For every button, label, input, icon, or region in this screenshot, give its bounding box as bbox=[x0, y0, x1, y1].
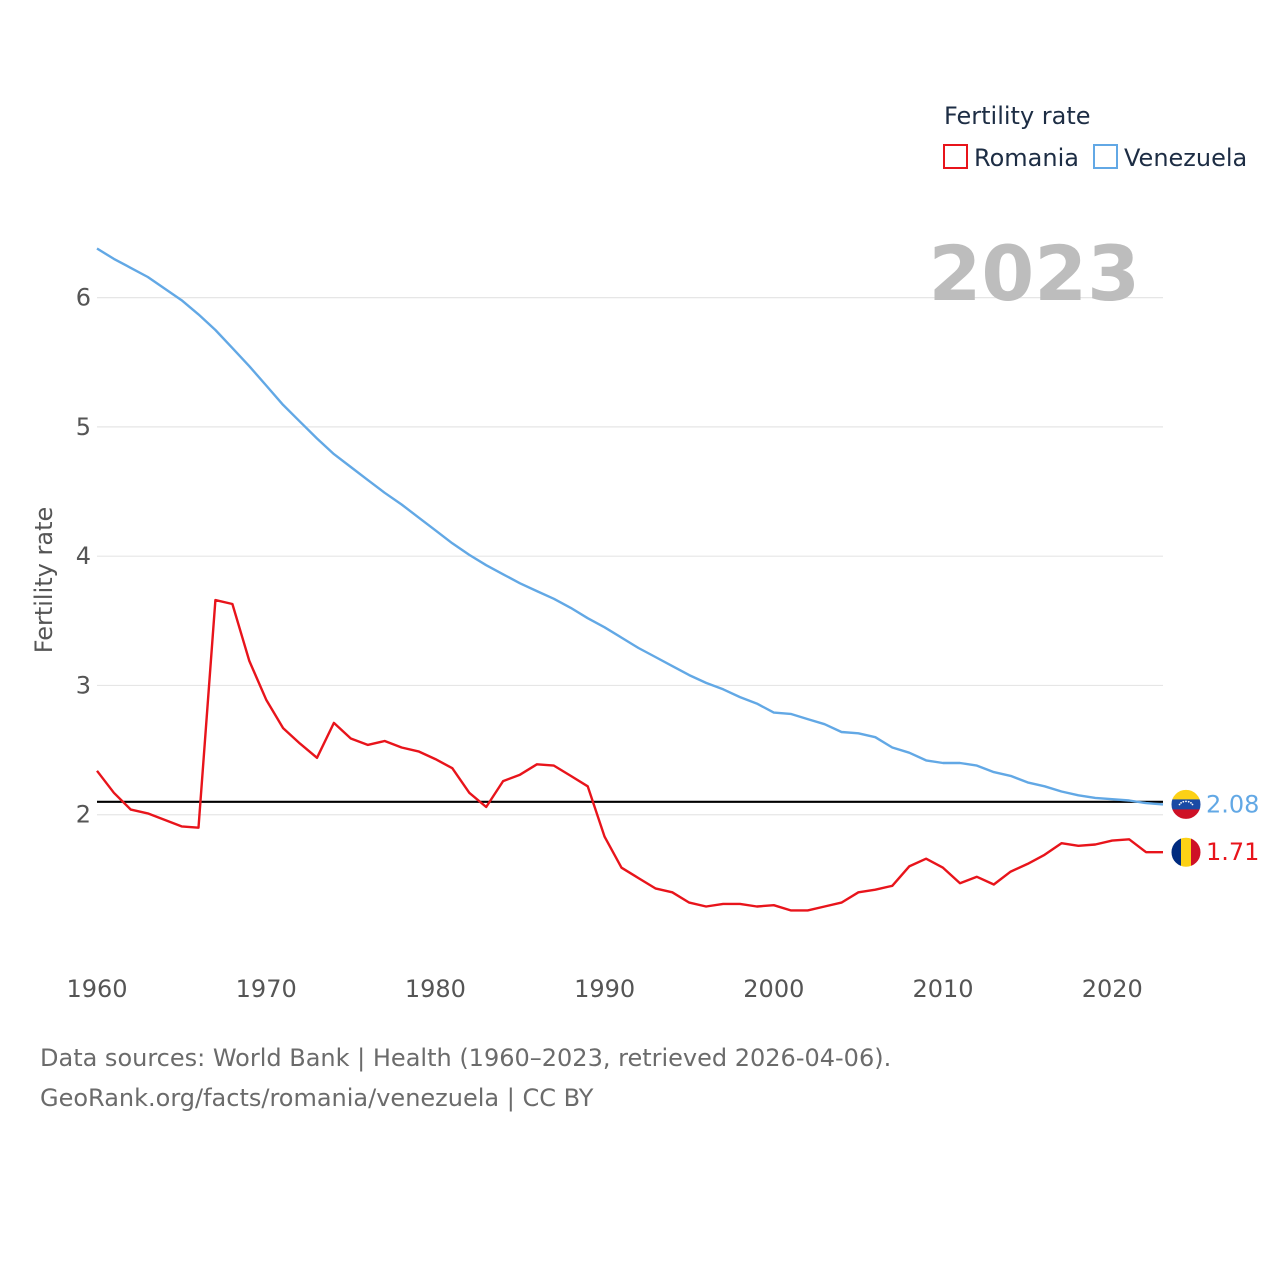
venezuela-flag-icon bbox=[1171, 789, 1201, 820]
romania-flag-icon bbox=[1171, 837, 1201, 868]
venezuela-end-value: 2.08 bbox=[1206, 790, 1259, 818]
y-axis-ticks: 2 3 4 5 6 bbox=[76, 284, 91, 829]
y-tick-label: 6 bbox=[76, 284, 91, 312]
data-sources-text: Data sources: World Bank | Health (1960–… bbox=[40, 1044, 892, 1072]
x-tick-label: 2000 bbox=[743, 975, 804, 1003]
legend-label-romania: Romania bbox=[974, 144, 1079, 172]
attribution-link[interactable]: GeoRank.org/facts/romania/venezuela | CC… bbox=[40, 1084, 594, 1112]
y-tick-label: 5 bbox=[76, 413, 91, 441]
y-tick-label: 3 bbox=[76, 671, 91, 699]
x-axis-ticks: 1960 1970 1980 1990 2000 2010 2020 bbox=[66, 975, 1142, 1003]
legend-item-venezuela[interactable]: Venezuela bbox=[1093, 144, 1247, 172]
legend-swatch-romania bbox=[943, 144, 968, 169]
y-tick-label: 4 bbox=[76, 542, 91, 570]
series-line-venezuela bbox=[96, 247, 1164, 806]
romania-end-value: 1.71 bbox=[1206, 838, 1259, 866]
legend-item-romania[interactable]: Romania bbox=[943, 144, 1079, 172]
series-line-romania bbox=[96, 598, 1163, 912]
x-tick-label: 2020 bbox=[1082, 975, 1143, 1003]
gridlines bbox=[97, 297, 1163, 816]
venezuela-flag-ring bbox=[1170, 788, 1202, 820]
x-tick-label: 2010 bbox=[912, 975, 973, 1003]
y-tick-label: 2 bbox=[76, 801, 91, 829]
x-tick-label: 1990 bbox=[574, 975, 635, 1003]
series-end-markers: 1.71 2.08 bbox=[1170, 788, 1259, 868]
x-tick-label: 1980 bbox=[405, 975, 466, 1003]
legend-label-venezuela: Venezuela bbox=[1124, 144, 1247, 172]
y-axis-label: Fertility rate bbox=[30, 507, 58, 654]
year-watermark: 2023 bbox=[928, 229, 1140, 318]
legend: Fertility rate Romania Venezuela bbox=[943, 102, 1247, 172]
x-tick-label: 1970 bbox=[236, 975, 297, 1003]
romania-flag-ring bbox=[1170, 836, 1202, 868]
series-lines bbox=[96, 247, 1164, 912]
legend-title: Fertility rate bbox=[944, 102, 1091, 130]
x-tick-label: 1960 bbox=[66, 975, 127, 1003]
legend-swatch-venezuela bbox=[1093, 144, 1118, 169]
